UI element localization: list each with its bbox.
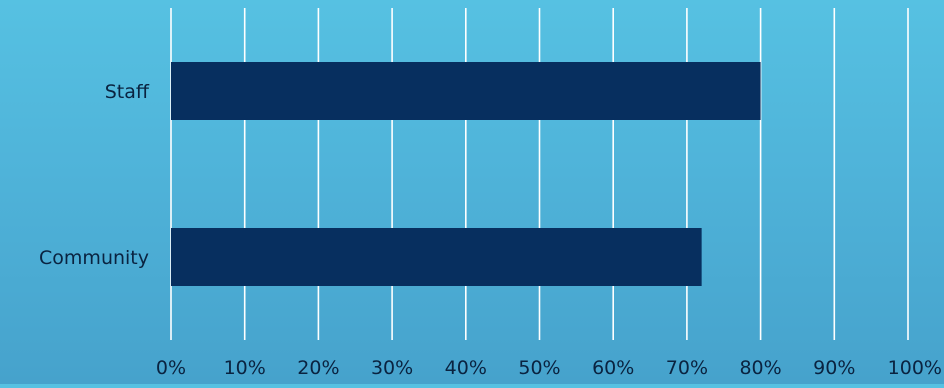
x-tick-labels: 0% 10% 20% 30% 40% 50% 60% 70% 80% 90% 100%	[156, 357, 942, 379]
bar	[171, 62, 761, 120]
gridlines	[170, 8, 909, 340]
x-tick-label: 70%	[666, 357, 708, 379]
x-tick-label: 80%	[739, 357, 781, 379]
x-tick-label: 10%	[224, 357, 266, 379]
x-tick-label: 30%	[371, 357, 413, 379]
x-tick-label: 100%	[888, 357, 942, 379]
category-label: Community	[39, 247, 149, 269]
x-tick-label: 40%	[445, 357, 487, 379]
x-tick-label: 60%	[592, 357, 634, 379]
category-label: Staff	[105, 81, 150, 103]
x-tick-label: 0%	[156, 357, 186, 379]
x-tick-label: 20%	[297, 357, 339, 379]
category-labels: Staff Community	[39, 81, 150, 269]
x-tick-label: 90%	[813, 357, 855, 379]
bars	[171, 62, 761, 286]
x-tick-label: 50%	[518, 357, 560, 379]
bar	[171, 228, 702, 286]
